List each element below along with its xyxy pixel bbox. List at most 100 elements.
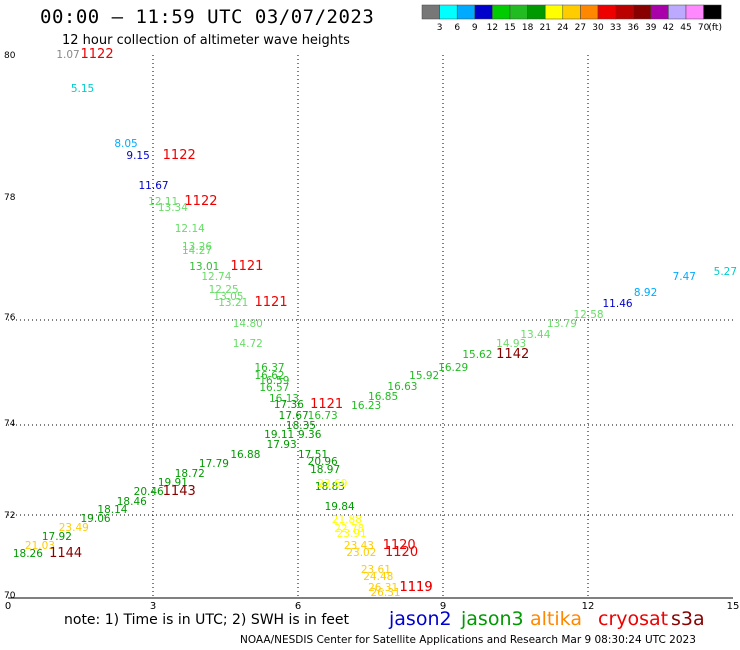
colorbar-label: 30 [592,23,604,33]
colorbar-swatch [509,4,528,20]
swh-value-label: 19.84 [325,501,355,513]
colorbar-label: 3 [437,23,443,33]
colorbar-swatch [456,4,476,20]
swh-value-label: 18.83 [315,481,345,493]
swh-value-label: 17.92 [42,531,72,543]
pass-id-label: 1122 [184,194,217,209]
colorbar-label: 33 [610,23,621,33]
legend-altika: altika [530,608,582,630]
colorbar-label: 9 [472,23,478,33]
swh-value-label: 12.58 [574,309,604,321]
colorbar-swatch [527,4,546,20]
swh-value-label: 23.43 [344,540,374,552]
swh-value-label: 26.31 [368,582,398,594]
swh-value-label: 18.46 [117,496,147,508]
swh-value-label: 11.46 [603,298,633,310]
colorbar-label: 6 [454,23,460,33]
swh-value-label: 19.06 [81,513,111,525]
credit-line: NOAA/NESDIS Center for Satellite Applica… [240,634,696,646]
y-tick-label: 70 [4,591,16,601]
swh-value-label: 8.05 [114,138,137,150]
pass-id-label: 1143 [163,484,196,499]
colorbar-swatch [580,4,599,20]
colorbar-label: 36 [627,23,639,33]
colorbar-label: 27 [575,23,586,33]
y-tick-label: 72 [4,511,15,521]
swh-value-label: 21.03 [25,540,55,552]
swh-value-label: 16.23 [351,400,381,412]
swh-value-label: 16.62 [255,370,285,382]
colorbar-label: 15 [504,23,515,33]
colorbar-label: 12 [487,23,498,33]
swh-value-label: 12.25 [209,284,239,296]
colorbar-label: 18 [522,23,534,33]
swh-value-label: 22.78 [334,523,364,535]
colorbar-label: 24 [557,23,569,33]
swh-value-label: 5.27 [714,266,737,278]
swh-value-label: 8.92 [634,287,657,299]
swh-value-label: 16.73 [308,410,338,422]
x-tick-label: 15 [727,601,740,612]
colorbar-swatch [650,4,669,20]
y-tick-label: 78 [4,193,16,203]
swh-value-label: 21.88 [332,514,362,526]
y-tick-label: 76 [4,313,16,323]
y-tick-label: 80 [4,51,16,61]
colorbar-swatch [492,4,511,20]
swh-value-label: 23.91 [337,528,367,540]
pass-id-label: 1119 [400,580,433,595]
swh-value-label: 18.97 [310,464,340,476]
x-tick-label: 9 [440,601,446,612]
colorbar-label: 39 [645,23,657,33]
swh-value-label: 7.47 [673,271,696,283]
swh-value-label: 16.37 [255,362,285,374]
swh-value-label: 16.29 [438,362,468,374]
colorbar-label: 70 [698,23,710,33]
x-tick-label: 3 [150,601,156,612]
swh-value-label: 14.72 [233,338,263,350]
colorbar-swatch [562,4,581,20]
pass-id-label: 1121 [310,397,343,412]
swh-value-label: 16.63 [387,381,417,393]
pass-id-label: 1144 [49,546,82,561]
swh-value-label: 17.93 [267,439,297,451]
swh-value-label: 13.05 [213,291,243,303]
pass-id-label: 1122 [163,148,196,163]
swh-value-label: 14.80 [233,318,263,330]
swh-value-label: 23.61 [361,564,391,576]
swh-value-label: 17.36 [274,399,304,411]
swh-value-label: 18.72 [175,468,205,480]
swh-value-label: 11.67 [139,180,169,192]
swh-value-label: 13.21 [218,297,248,309]
legend-s3a: s3a [671,608,705,630]
colorbar-label: 21 [539,23,550,33]
footnote: note: 1) Time is in UTC; 2) SWH is in fe… [64,612,350,628]
colorbar-swatch [421,4,440,20]
swh-value-label: 15.92 [409,370,439,382]
swh-value-label: 18.14 [97,504,127,516]
colorbar-swatch [474,4,493,20]
swh-value-label: 13.79 [547,318,577,330]
pass-id-label: 1121 [230,259,263,274]
colorbar-swatch [632,4,652,20]
swh-value-label: 16.59 [259,375,289,387]
chart-title: 00:00 – 11:59 UTC 03/07/2023 [40,6,375,28]
swh-value-label: 23.69 [317,478,347,490]
swh-value-label: 17.51 [298,449,328,461]
swh-value-label: 23.02 [346,547,376,559]
swh-value-label: 18.35 [286,420,316,432]
colorbar-label: 42 [663,23,674,33]
legend-cryosat: cryosat [598,608,669,630]
colorbar-swatch [615,4,634,20]
colorbar-swatch [685,4,704,20]
pass-id-label: 1120 [383,538,416,553]
swh-value-label: 1.07 [56,49,79,61]
colorbar-swatch [703,4,722,20]
legend-jason2: jason2 [389,608,452,630]
swh-value-label: 12.11 [148,196,178,208]
swh-value-label: 9.15 [126,150,149,162]
swh-value-label: 13.26 [182,241,212,253]
x-tick-label: 0 [5,601,11,612]
